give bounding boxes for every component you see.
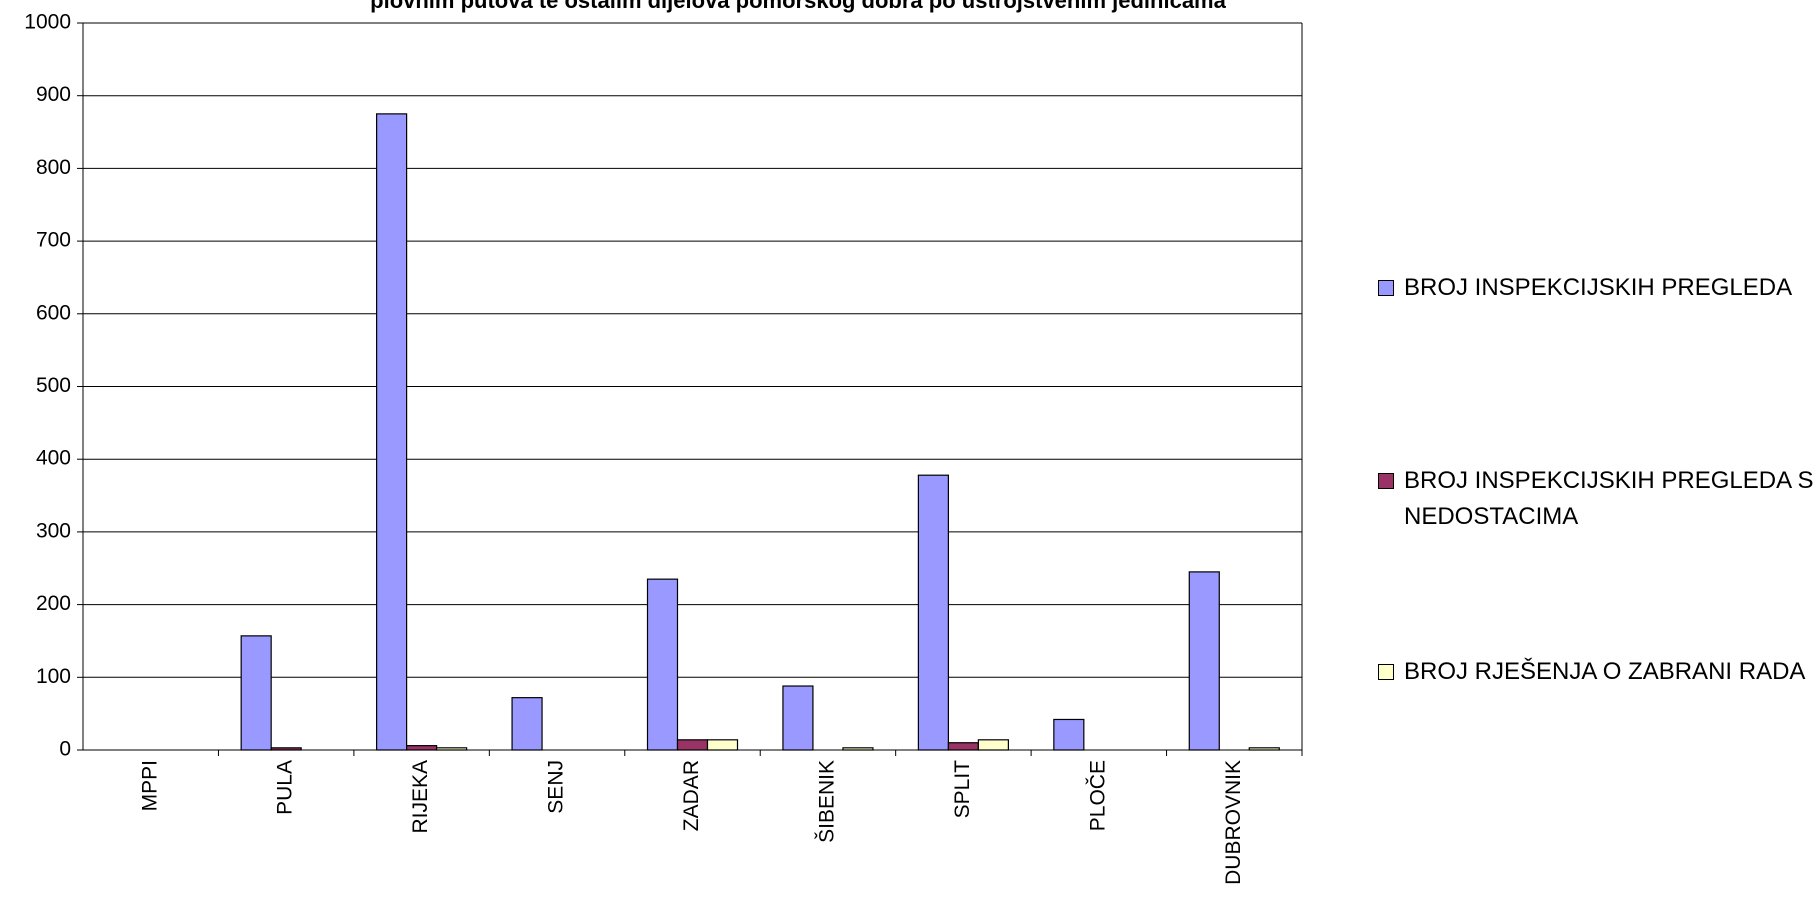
y-tick-label: 800 [36, 156, 71, 179]
bar [270, 747, 302, 751]
y-tick-label: 400 [36, 447, 71, 470]
y-tick-label: 500 [36, 374, 71, 397]
legend-label: BROJ INSPEKCIJSKIH PREGLEDA S NEDOSTACIM… [1404, 467, 1814, 530]
bar [842, 747, 874, 751]
legend-label: BROJ INSPEKCIJSKIH PREGLEDA [1404, 274, 1793, 301]
x-tick-label: RIJEKA [409, 760, 432, 834]
bar [917, 474, 949, 751]
y-tick-label: 600 [36, 301, 71, 324]
legend-item: BROJ INSPEKCIJSKIH PREGLEDA S NEDOSTACIM… [1378, 463, 1818, 535]
y-tick-label: 100 [36, 665, 71, 688]
x-tick-label: PLOČE [1086, 760, 1109, 831]
x-tick-label: MPPI [138, 760, 161, 811]
x-tick-label: SPLIT [951, 760, 974, 819]
y-tick-label: 300 [36, 519, 71, 542]
x-tick-label: ZADAR [680, 760, 703, 831]
legend-label: BROJ RJEŠENJA O ZABRANI RADA [1404, 658, 1806, 685]
legend-item: BROJ RJEŠENJA O ZABRANI RADA [1378, 654, 1818, 690]
legend-swatch [1378, 664, 1394, 680]
bar [977, 739, 1009, 751]
bar [1248, 747, 1280, 751]
legend-item: BROJ INSPEKCIJSKIH PREGLEDA [1378, 270, 1818, 306]
x-tick-label: DUBROVNIK [1222, 760, 1245, 885]
y-tick-label: 900 [36, 83, 71, 106]
bar [646, 578, 679, 751]
bar [511, 697, 543, 751]
bar [376, 113, 408, 751]
bar [782, 685, 814, 751]
x-tick-label: ŠIBENIK [815, 760, 838, 843]
bar [1188, 571, 1220, 751]
y-tick-label: 1000 [24, 11, 71, 34]
bar [436, 747, 468, 751]
x-tick-label: SENJ [545, 760, 568, 814]
bar [1053, 718, 1085, 751]
chart-title: plovnim putova te ostalim dijelova pomor… [370, 0, 1226, 13]
bar [706, 739, 739, 751]
y-tick-label: 700 [36, 229, 71, 252]
x-tick-label: PULA [274, 760, 297, 815]
legend-swatch [1378, 473, 1394, 489]
bar [240, 635, 272, 751]
bar [406, 745, 438, 751]
bar [676, 739, 709, 751]
y-tick-label: 0 [59, 738, 71, 761]
legend-swatch [1378, 280, 1394, 296]
y-tick-label: 200 [36, 592, 71, 615]
bar [947, 742, 979, 751]
